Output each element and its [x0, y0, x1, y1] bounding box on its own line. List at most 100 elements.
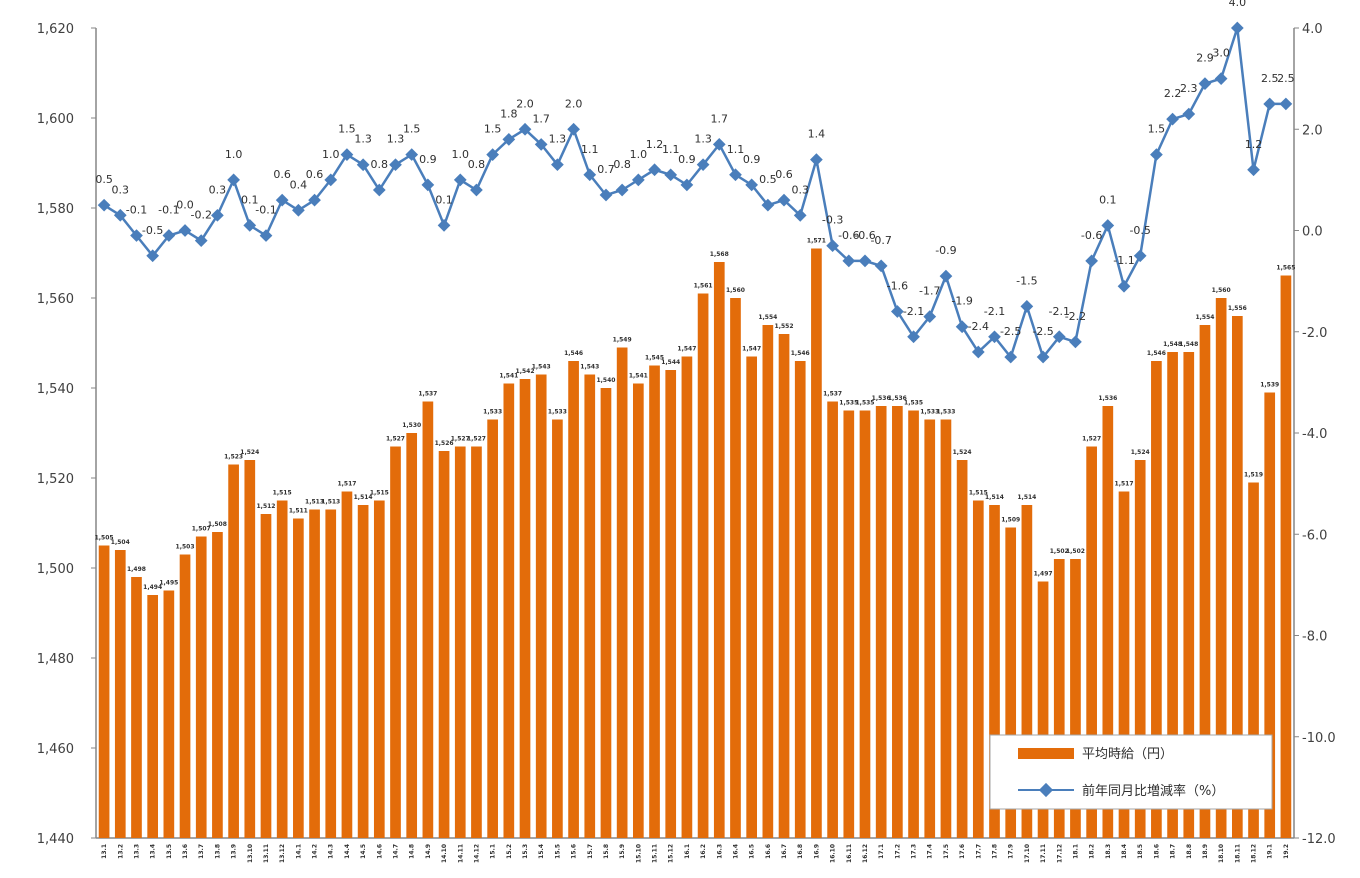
- line-data-labels: 0.50.3-0.1-0.5-0.10.0-0.20.31.00.1-0.10.…: [95, 0, 1294, 338]
- left-axis-tick-label: 1,600: [37, 112, 74, 127]
- bar: [244, 460, 256, 838]
- line-marker: [227, 173, 240, 187]
- line-marker: [292, 203, 305, 217]
- line-data-label: 1.8: [500, 107, 518, 120]
- bar-data-label: 1,512: [256, 503, 275, 510]
- x-tick-label: 14.6: [376, 844, 383, 859]
- line-data-label: -2.1: [984, 305, 1005, 318]
- bar-data-label: 1,524: [953, 449, 972, 456]
- bar: [908, 410, 919, 838]
- bar-data-label: 1,537: [418, 391, 437, 398]
- bar: [357, 505, 369, 838]
- x-tick-label: 16.9: [813, 844, 820, 859]
- line-data-label: 2.0: [516, 97, 534, 110]
- bar-data-label: 1,544: [661, 359, 680, 366]
- x-tick-label: 13.9: [231, 844, 238, 859]
- bar: [649, 365, 660, 838]
- line-marker: [243, 219, 257, 232]
- x-tick-label: 16.2: [700, 844, 707, 859]
- line-data-label: -1.1: [1113, 254, 1134, 267]
- line-data-label: 1.4: [808, 128, 826, 141]
- bar-data-label: 1,543: [532, 364, 551, 371]
- line-data-label: 0.9: [419, 153, 437, 166]
- line-data-label: 0.9: [678, 153, 696, 166]
- line-marker: [1263, 97, 1277, 111]
- line-marker: [1052, 330, 1066, 344]
- line-marker: [518, 122, 532, 136]
- bar-data-label: 1,549: [613, 337, 632, 344]
- x-tick-label: 18.3: [1105, 844, 1112, 859]
- bar: [519, 379, 531, 838]
- left-axis-tick-label: 1,500: [37, 562, 74, 577]
- line-data-label: 1.7: [711, 112, 729, 125]
- line-data-label: -0.1: [255, 204, 276, 217]
- bar-data-label: 1,502: [1066, 548, 1085, 555]
- bar-data-label: 1,517: [1115, 481, 1134, 488]
- bar-data-label: 1,546: [1147, 350, 1166, 357]
- line-marker: [502, 133, 516, 146]
- bar-data-label: 1,515: [969, 490, 988, 497]
- x-tick-label: 17.2: [894, 844, 901, 859]
- line-data-label: 1.5: [484, 123, 502, 136]
- bar-series: [98, 248, 1292, 838]
- x-tick-label: 15.7: [587, 844, 594, 859]
- bar-data-label: 1,561: [694, 283, 713, 290]
- x-tick-label: 13.3: [133, 844, 140, 859]
- line-marker: [1279, 97, 1293, 111]
- bar: [341, 491, 353, 838]
- bar-data-label: 1,568: [710, 251, 729, 258]
- x-tick-label: 13.7: [198, 844, 205, 859]
- bar-data-label: 1,514: [1017, 494, 1036, 501]
- bar: [1199, 325, 1211, 838]
- x-tick-label: 15.8: [603, 844, 610, 859]
- line-marker: [486, 148, 500, 161]
- line-data-label: 2.2: [1164, 87, 1182, 100]
- x-tick-label: 13.8: [214, 844, 221, 859]
- bar: [1070, 559, 1081, 838]
- bar: [972, 500, 984, 838]
- line-data-label: 0.1: [435, 193, 453, 206]
- bar: [487, 419, 498, 838]
- line-marker: [211, 208, 224, 222]
- x-tick-label: 18.5: [1137, 844, 1144, 859]
- left-axis-tick-label: 1,560: [37, 292, 74, 307]
- x-tick-label: 17.12: [1056, 844, 1063, 863]
- x-tick-label: 15.4: [538, 844, 545, 859]
- bar-data-label: 1,495: [159, 580, 178, 587]
- x-tick-label: 15.5: [554, 844, 561, 859]
- bar: [309, 509, 320, 838]
- x-tick-label: 15.10: [635, 844, 642, 863]
- x-tick-label: 18.2: [1089, 844, 1096, 859]
- x-tick-label: 18.12: [1251, 844, 1258, 863]
- line-data-label: 0.0: [176, 199, 194, 212]
- bar-data-label: 1,507: [192, 526, 211, 533]
- bar: [713, 262, 725, 838]
- line-data-label: 0.8: [468, 158, 486, 171]
- bar: [1215, 298, 1227, 838]
- line-marker: [275, 193, 289, 207]
- line-marker: [826, 239, 839, 253]
- bar-data-label: 1,524: [1131, 449, 1150, 456]
- x-tick-label: 17.1: [878, 844, 885, 859]
- bar-data-label: 1,547: [677, 346, 696, 353]
- bar: [632, 383, 644, 838]
- right-axis-tick-label: 2.0: [1302, 123, 1323, 138]
- bar: [438, 451, 450, 838]
- line-marker: [664, 168, 678, 182]
- line-data-label: 1.5: [338, 123, 356, 136]
- line-data-label: 1.0: [452, 148, 470, 161]
- line-marker: [356, 158, 370, 172]
- bar-data-label: 1,524: [240, 449, 259, 456]
- line-data-label: 0.7: [597, 163, 615, 176]
- x-tick-label: 17.5: [943, 844, 950, 859]
- bar: [131, 577, 142, 838]
- line-marker: [453, 173, 467, 187]
- bar-data-label: 1,533: [920, 409, 939, 416]
- x-tick-label: 13.6: [182, 844, 189, 859]
- bar: [762, 325, 774, 838]
- bar-data-label: 1,543: [580, 364, 599, 371]
- right-axis-tick-label: -8.0: [1302, 630, 1327, 645]
- bar-data-label: 1,514: [354, 494, 373, 501]
- line-marker: [1182, 107, 1196, 121]
